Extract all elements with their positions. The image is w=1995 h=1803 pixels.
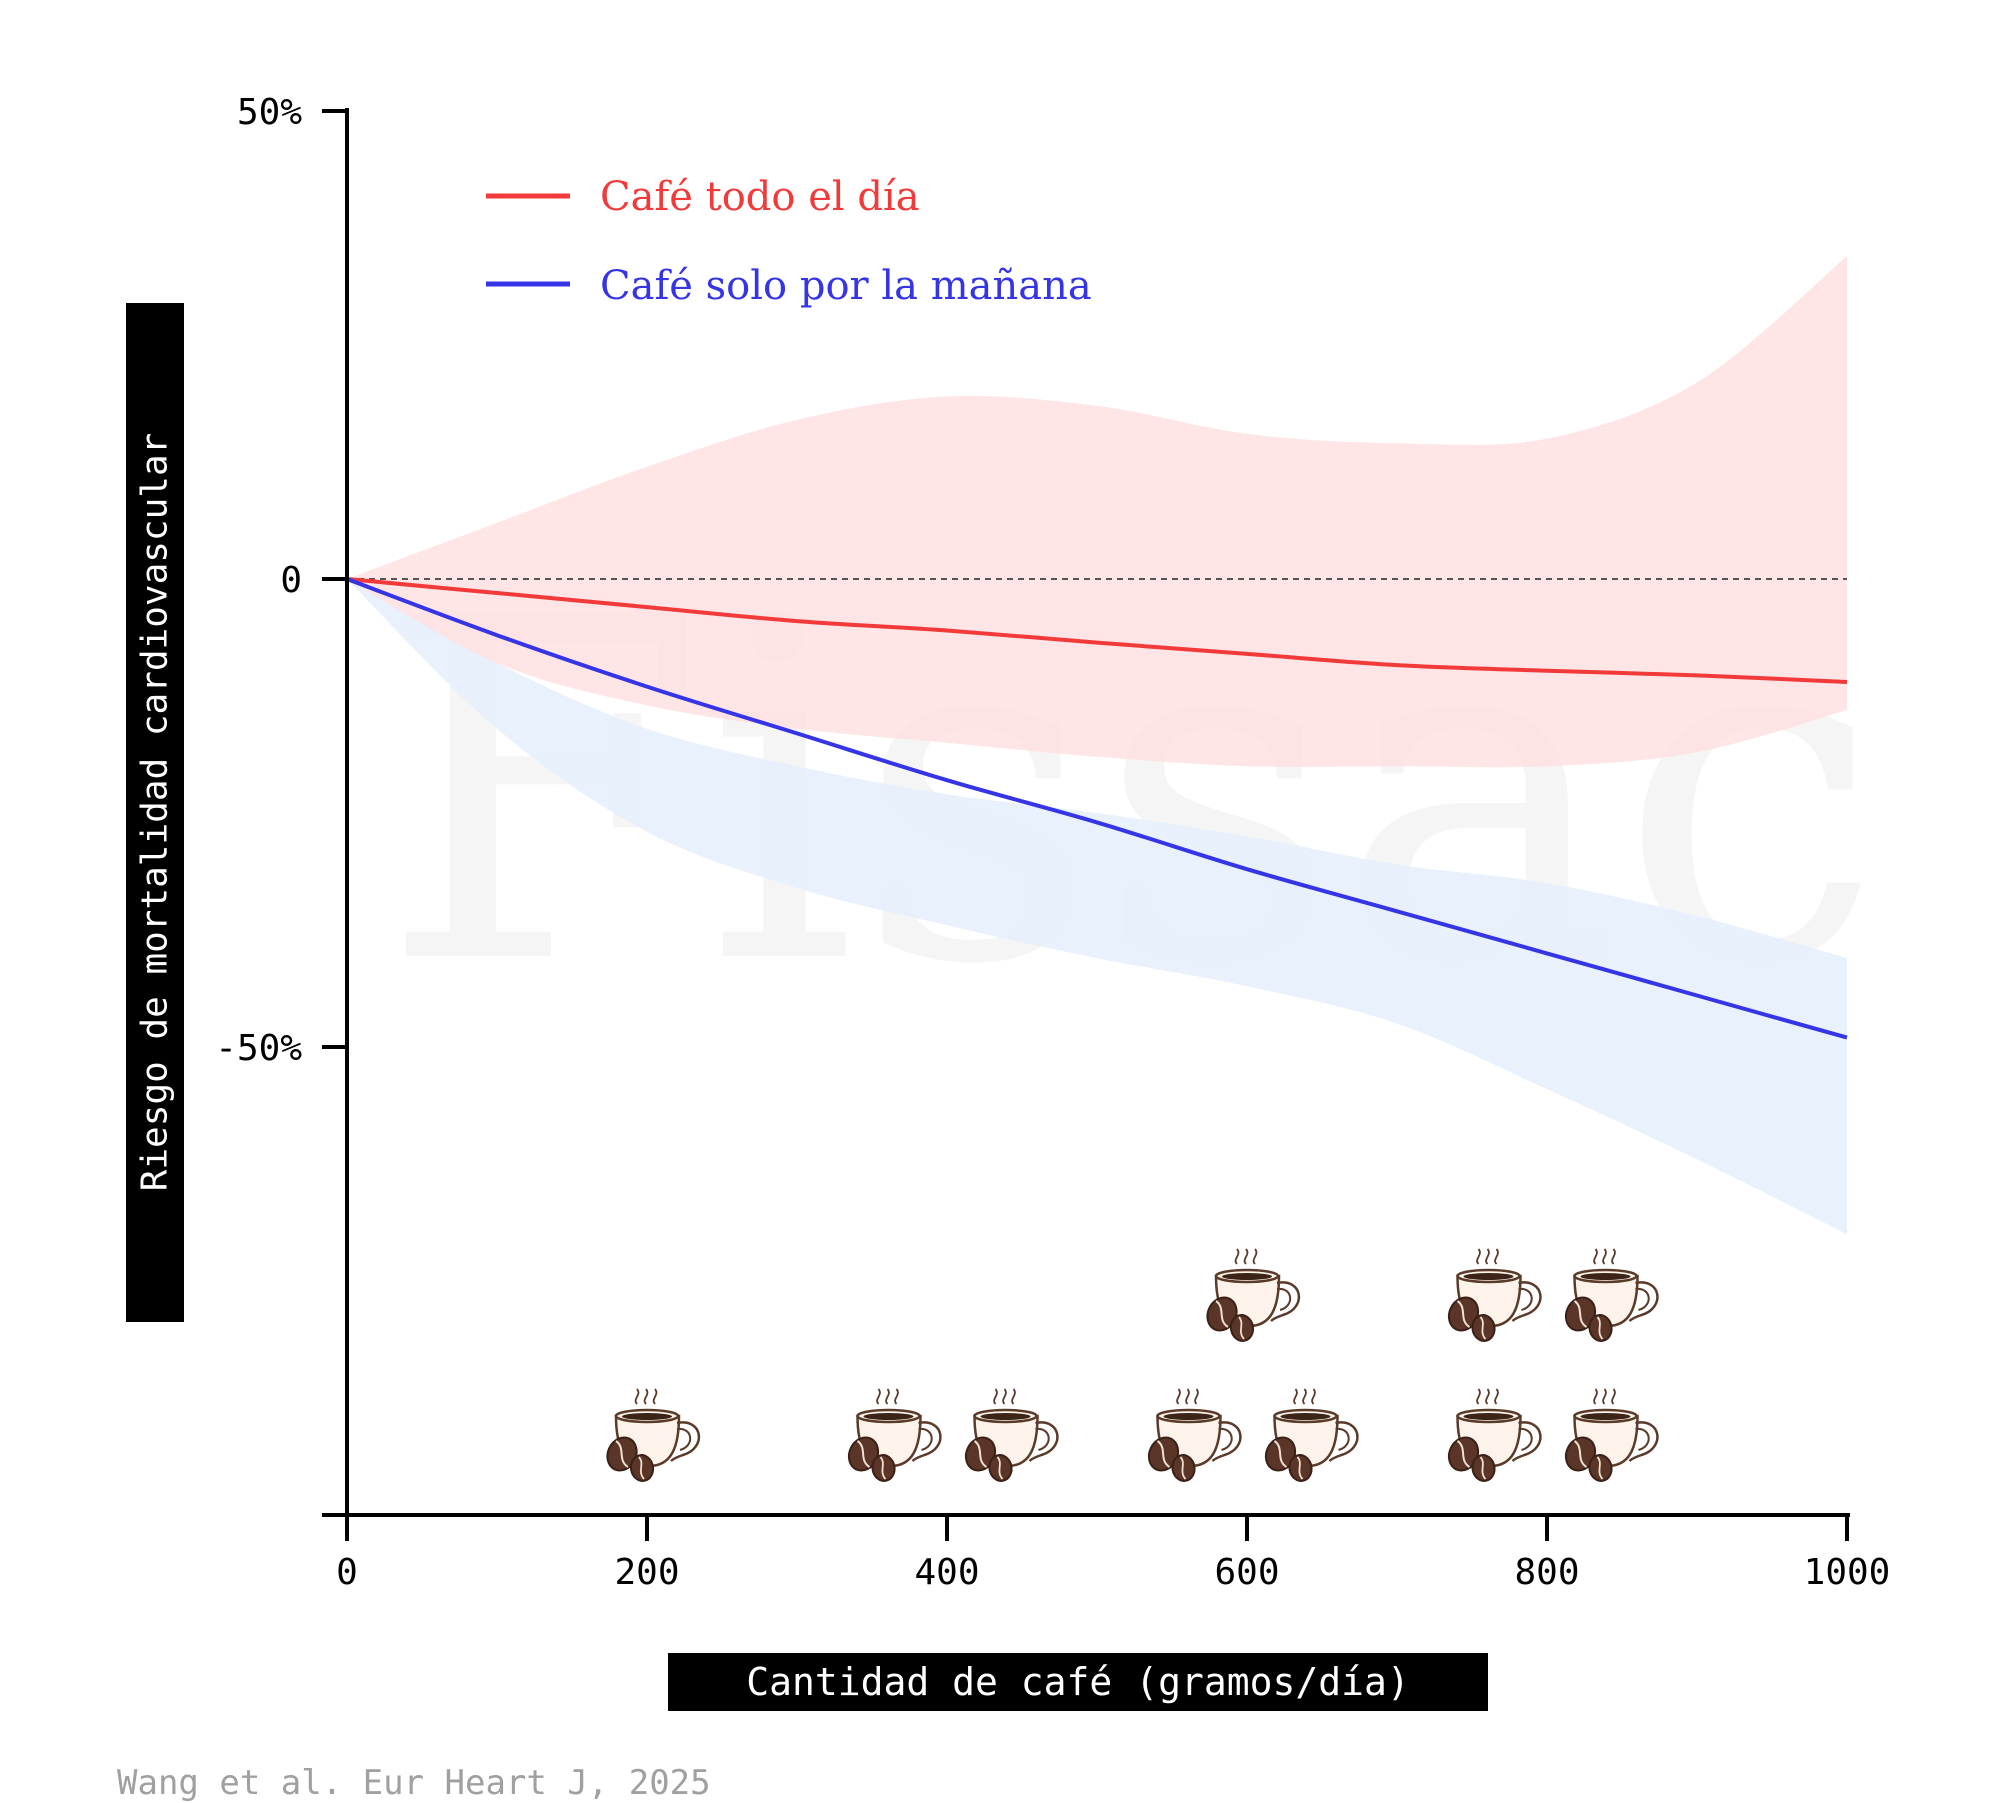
- y-tick-label: -50%: [215, 1028, 302, 1069]
- y-axis-label-box: Riesgo de mortalidad cardiovascular: [126, 303, 184, 1322]
- legend-label-morning: Café solo por la mañana: [600, 263, 1092, 309]
- series-line-morning: [346, 577, 1848, 1040]
- series-line-all-day: [346, 577, 1848, 684]
- confidence-bands: [347, 256, 1847, 1235]
- coffee-cup-with-beans-icon: [1442, 1247, 1542, 1344]
- coffee-cup-with-beans-icon: [600, 1387, 701, 1484]
- y-tick-label: 0: [280, 560, 302, 601]
- y-tick-label: 50%: [237, 92, 302, 133]
- series-lines: [346, 577, 1848, 1040]
- x-tick-label: 600: [1214, 1552, 1279, 1593]
- x-tick-label: 1000: [1804, 1552, 1891, 1593]
- x-tick-label: 0: [336, 1552, 358, 1593]
- coffee-cup-with-beans-icon: [1559, 1247, 1659, 1344]
- source-citation: Wang et al. Eur Heart J, 2025: [117, 1763, 711, 1803]
- coffee-cup-groups: [600, 1247, 1659, 1484]
- x-tick-label: 200: [614, 1552, 679, 1593]
- x-axis-label: Cantidad de café (gramos/día): [746, 1660, 1409, 1704]
- x-axis-ticks: 0 200 400 600 800 1000: [336, 1515, 1890, 1593]
- coffee-cup-with-beans-icon: [1200, 1247, 1301, 1344]
- coffee-cup-with-beans-icon: [1142, 1387, 1242, 1484]
- confidence-band-all-day: [347, 256, 1847, 768]
- legend-label-all-day: Café todo el día: [600, 174, 920, 220]
- coffee-cup-with-beans-icon: [1559, 1387, 1659, 1484]
- y-axis-ticks: 50% 0 -50%: [215, 92, 347, 1069]
- coffee-cup-with-beans-icon: [1442, 1387, 1542, 1484]
- y-axis-label: Riesgo de mortalidad cardiovascular: [135, 433, 176, 1192]
- confidence-band-morning: [347, 579, 1847, 1235]
- x-tick-label: 400: [914, 1552, 979, 1593]
- x-tick-label: 800: [1514, 1552, 1579, 1593]
- coffee-cup-with-beans-icon: [842, 1387, 942, 1484]
- legend: Café todo el día Café solo por la mañana: [486, 174, 1092, 309]
- coffee-cup-with-beans-icon: [1259, 1387, 1359, 1484]
- coffee-cup-with-beans-icon: [959, 1387, 1059, 1484]
- x-axis-label-box: Cantidad de café (gramos/día): [668, 1653, 1488, 1711]
